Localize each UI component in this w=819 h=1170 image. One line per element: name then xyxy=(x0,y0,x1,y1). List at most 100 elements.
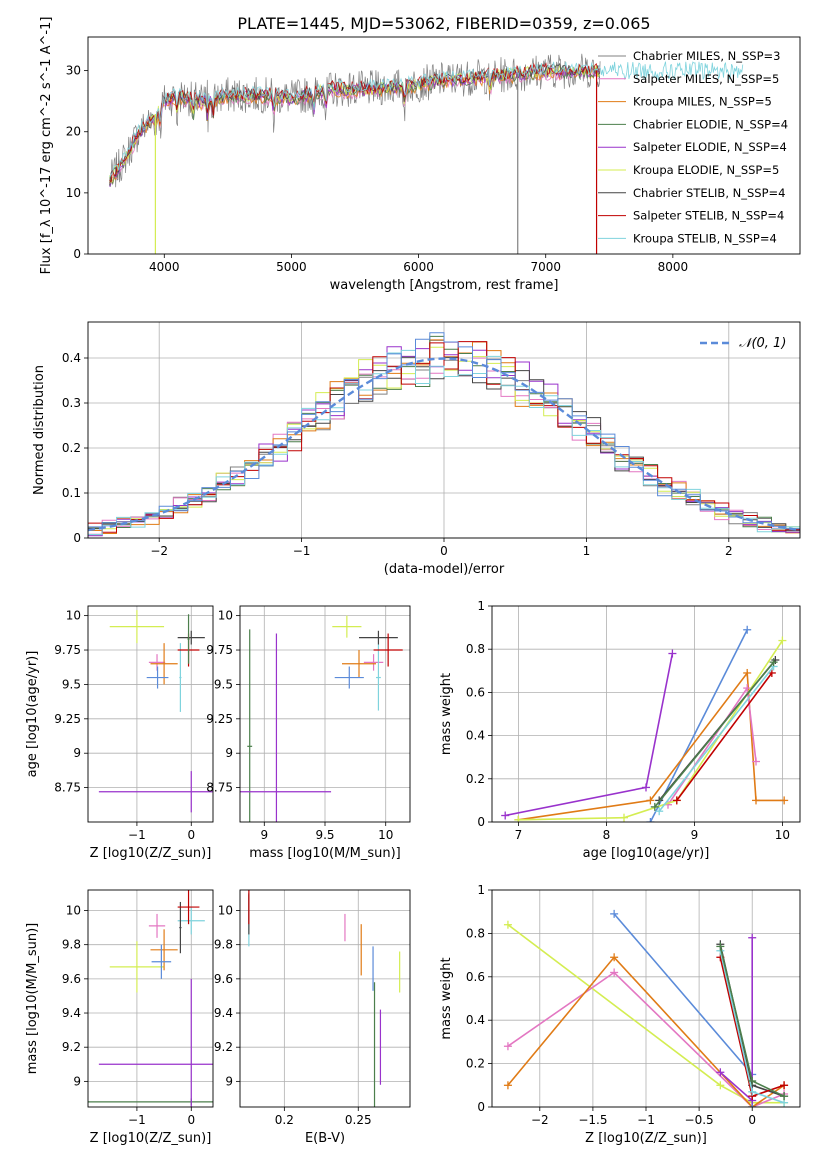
weight-marker xyxy=(743,668,752,677)
errorbar-point xyxy=(342,650,376,678)
x-axis-label: E(B-V) xyxy=(305,1131,345,1146)
weight-marker xyxy=(743,625,752,634)
y-tick-label: 0.4 xyxy=(466,729,485,743)
spectrum-tail xyxy=(600,61,744,81)
x-tick-label: 7000 xyxy=(530,260,561,274)
weight-marker xyxy=(610,968,619,977)
x-tick-label: 0 xyxy=(187,1113,195,1127)
x-tick-label: 9.5 xyxy=(315,828,334,842)
weight-line xyxy=(507,924,785,1104)
errorbar-point xyxy=(146,666,169,689)
y-tick-label: 10 xyxy=(66,904,81,918)
errorbar-point xyxy=(109,610,165,644)
y-tick-label: 9.4 xyxy=(62,1006,81,1020)
panel-4: 9 9.5 10 8.75 9 9.25 9.5 9.75 10 mass [log10(M/M_… xyxy=(206,605,411,861)
legend-entry: Salpeter MILES, N_SSP=5 xyxy=(633,72,779,86)
x-tick-label: −1 xyxy=(128,1113,146,1127)
axes-frame xyxy=(87,605,214,823)
errorbar-point xyxy=(240,633,332,822)
weight-marker xyxy=(503,920,512,929)
x-axis-label: (data-model)/error xyxy=(384,562,505,577)
x-tick-label: 0 xyxy=(748,1113,756,1127)
errorbar-point xyxy=(187,614,190,664)
y-tick-label: 9.6 xyxy=(214,972,233,986)
y-tick-label: 9 xyxy=(73,1074,81,1088)
weight-marker xyxy=(752,796,760,805)
y-tick-label: 0.2 xyxy=(466,772,485,786)
legend-entry: Kroupa MILES, N_SSP=5 xyxy=(633,95,772,109)
plot-area xyxy=(501,625,789,822)
x-tick-label: 9 xyxy=(691,828,699,842)
plot-area xyxy=(109,53,744,254)
weight-marker xyxy=(778,636,787,645)
weight-marker xyxy=(650,802,659,811)
weight-marker xyxy=(752,757,760,766)
x-tick-label: −0.5 xyxy=(685,1113,714,1127)
weight-marker xyxy=(503,1042,512,1051)
legend-entry: Kroupa ELODIE, N_SSP=5 xyxy=(633,163,779,177)
weight-marker xyxy=(748,1076,757,1085)
y-axis-label: mass [log10(M/M_sun)] xyxy=(25,923,40,1075)
x-tick-label: 1 xyxy=(583,544,591,558)
histogram-10 xyxy=(88,332,800,538)
weight-marker xyxy=(642,783,650,792)
errorbar-point xyxy=(150,643,178,685)
weight-marker xyxy=(780,1092,789,1101)
y-tick-label: 0 xyxy=(477,1100,485,1114)
weight-marker xyxy=(743,684,752,693)
weight-line xyxy=(507,971,785,1107)
axes-frame xyxy=(239,889,411,1108)
y-tick-label: 9.25 xyxy=(206,712,233,726)
x-axis-label: wavelength [Angstrom, rest frame] xyxy=(330,278,559,293)
panel-3: −1 0 8.75 9 9.25 9.5 9.75 10 Z [log10(Z/Z_sun)] a… xyxy=(25,605,214,861)
errorbar-point xyxy=(177,630,205,645)
panel-6: −1 0 9 9.2 9.4 9.6 9.8 10 Z [log10(Z/Z_sun)] mass… xyxy=(25,889,214,1146)
y-axis-label: age [log10(age/yr)] xyxy=(25,651,40,778)
y-tick-label: 8.75 xyxy=(206,781,233,795)
weight-line xyxy=(676,672,773,801)
y-tick-label: 10 xyxy=(218,609,233,623)
panel-5: 7 8 9 10 0 0.2 0.4 0.6 0.8 1 age [log10(age/yr)] ma… xyxy=(439,599,801,861)
y-tick-label: 10 xyxy=(66,609,81,623)
weight-line xyxy=(649,629,748,822)
axes-frame xyxy=(491,605,801,823)
y-tick-label: 9 xyxy=(225,1074,233,1088)
x-tick-label: 0.25 xyxy=(345,1113,372,1127)
x-tick-label: −2 xyxy=(531,1113,549,1127)
weight-marker xyxy=(610,953,619,962)
spectrum-model-6 xyxy=(109,63,600,184)
spectrum-model-4 xyxy=(109,66,600,186)
y-tick-label: 10 xyxy=(218,904,233,918)
x-axis-label: mass [log10(M/M_sun)] xyxy=(249,846,401,861)
y-tick-label: 9.2 xyxy=(62,1040,81,1054)
errorbar-point xyxy=(332,615,362,638)
weight-marker xyxy=(501,811,510,820)
figure-title: PLATE=1445, MJD=53062, FIBERID=0359, z=0… xyxy=(237,14,650,33)
weight-line xyxy=(613,913,754,1107)
plot-area xyxy=(88,332,800,538)
weight-marker xyxy=(780,1081,789,1090)
axes-frame xyxy=(87,36,801,255)
errorbar-point xyxy=(247,629,253,822)
y-axis-label: Normed distribution xyxy=(32,365,47,495)
x-tick-label: −1 xyxy=(293,544,311,558)
y-tick-label: 0 xyxy=(73,247,81,261)
weight-marker xyxy=(716,1068,725,1077)
x-tick-label: −1 xyxy=(128,828,146,842)
errorbar-point xyxy=(334,666,364,689)
weight-marker xyxy=(646,818,655,822)
panel-2: −2 −1 0 1 2 0 0.1 0.2 0.3 0.4 (data-model)/error No… xyxy=(32,321,801,577)
legend-entry: Kroupa STELIB, N_SSP=4 xyxy=(633,231,777,245)
weight-line xyxy=(518,670,785,821)
y-axis-label: mass weight xyxy=(439,957,454,1039)
y-tick-label: 0 xyxy=(73,531,81,545)
x-axis-label: Z [log10(Z/Z_sun)] xyxy=(90,1131,212,1146)
weight-marker xyxy=(646,796,655,805)
spectrum-model-8 xyxy=(109,62,600,183)
y-axis-label: Flux [f_λ 10^-17 erg cm^-2 s^-1 A^-1] xyxy=(39,17,54,275)
y-tick-label: 1 xyxy=(477,883,485,897)
x-tick-label: 0.2 xyxy=(275,1113,294,1127)
y-tick-label: 9.2 xyxy=(214,1040,233,1054)
weight-marker xyxy=(503,1081,512,1090)
